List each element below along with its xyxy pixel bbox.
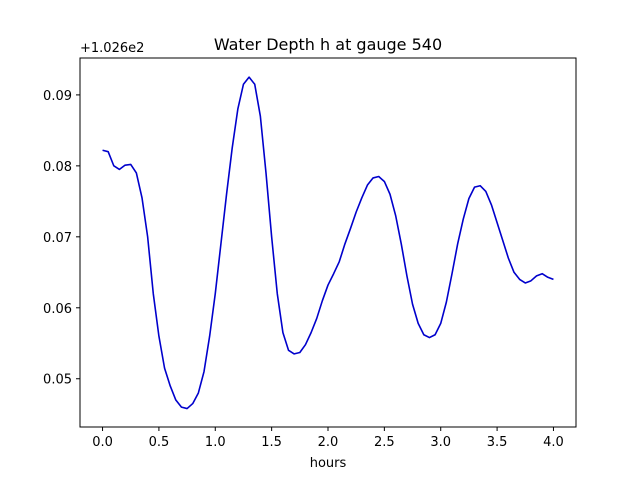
x-tick-label: 1.0 — [205, 435, 226, 450]
y-tick-label: 0.05 — [43, 373, 72, 388]
y-tick-label: 0.06 — [43, 302, 72, 317]
y-tick-label: 0.09 — [43, 89, 72, 104]
x-tick-label: 3.0 — [430, 435, 451, 450]
axes-frame — [79, 57, 577, 428]
x-axis-label: hours — [310, 456, 347, 471]
y-tick-label: 0.07 — [43, 231, 72, 246]
x-tick-label: 3.5 — [487, 435, 508, 450]
x-axis-ticks: 0.0 0.5 1.0 1.5 2.0 2.5 3.0 3.5 4.0 — [92, 427, 564, 450]
y-tick-label: 0.08 — [43, 160, 72, 175]
x-tick-label: 1.5 — [261, 435, 282, 450]
chart-title: Water Depth h at gauge 540 — [214, 35, 442, 54]
x-tick-label: 2.5 — [374, 435, 395, 450]
series-line-0 — [102, 76, 554, 410]
plot-area — [102, 76, 554, 410]
x-tick-label: 0.0 — [92, 435, 113, 450]
x-tick-label: 2.0 — [318, 435, 339, 450]
x-tick-label: 0.5 — [149, 435, 170, 450]
x-tick-label: 4.0 — [543, 435, 564, 450]
y-offset-label: +1.026e2 — [80, 41, 144, 56]
y-axis-ticks: 0.05 0.06 0.07 0.08 0.09 — [43, 89, 80, 388]
